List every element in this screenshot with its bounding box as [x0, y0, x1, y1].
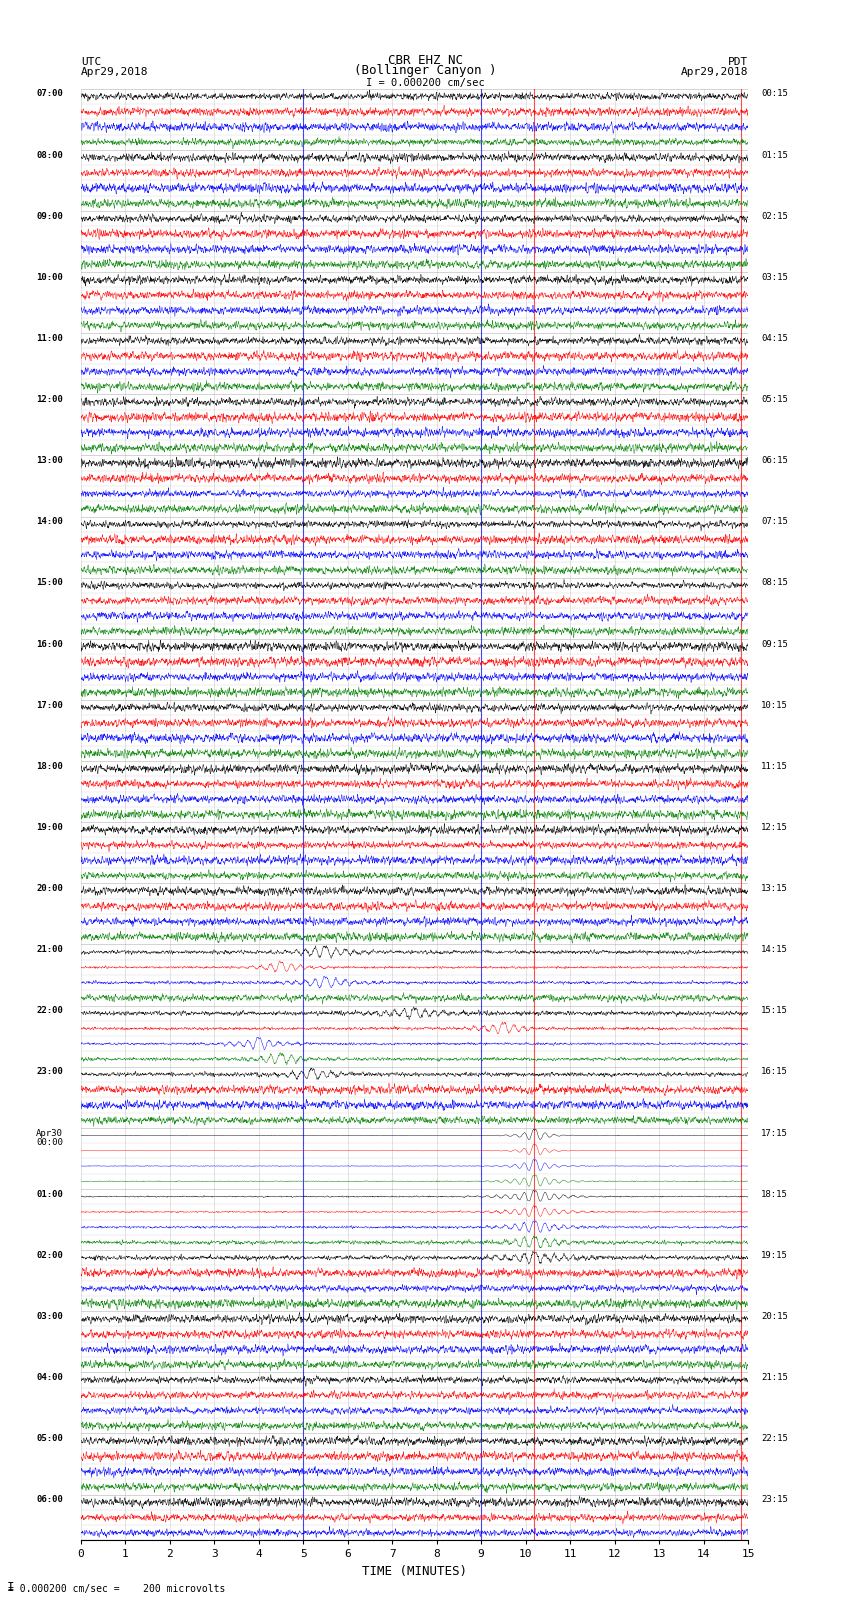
Text: 03:15: 03:15 — [762, 273, 788, 282]
Text: 20:15: 20:15 — [762, 1311, 788, 1321]
Text: 10:15: 10:15 — [762, 700, 788, 710]
Text: 02:15: 02:15 — [762, 211, 788, 221]
Text: 00:15: 00:15 — [762, 89, 788, 98]
Text: 03:00: 03:00 — [36, 1311, 63, 1321]
Text: 04:00: 04:00 — [36, 1373, 63, 1382]
Text: CBR EHZ NC: CBR EHZ NC — [388, 53, 462, 66]
Text: 14:00: 14:00 — [36, 518, 63, 526]
Text: 20:00: 20:00 — [36, 884, 63, 894]
Text: 23:15: 23:15 — [762, 1495, 788, 1505]
Text: Apr29,2018: Apr29,2018 — [681, 68, 748, 77]
Text: 22:15: 22:15 — [762, 1434, 788, 1444]
Text: 16:00: 16:00 — [36, 640, 63, 648]
Text: 13:00: 13:00 — [36, 456, 63, 465]
Text: 08:00: 08:00 — [36, 150, 63, 160]
Text: 08:15: 08:15 — [762, 579, 788, 587]
Text: 15:15: 15:15 — [762, 1007, 788, 1015]
Text: 05:15: 05:15 — [762, 395, 788, 405]
Text: 19:15: 19:15 — [762, 1250, 788, 1260]
Text: 17:15: 17:15 — [762, 1129, 788, 1137]
Text: 04:15: 04:15 — [762, 334, 788, 344]
Text: (Bollinger Canyon ): (Bollinger Canyon ) — [354, 65, 496, 77]
Text: 07:00: 07:00 — [36, 89, 63, 98]
Text: 01:00: 01:00 — [36, 1190, 63, 1198]
Text: 12:00: 12:00 — [36, 395, 63, 405]
Text: = 0.000200 cm/sec =    200 microvolts: = 0.000200 cm/sec = 200 microvolts — [8, 1584, 226, 1594]
Text: UTC: UTC — [81, 56, 101, 66]
Text: 11:15: 11:15 — [762, 761, 788, 771]
Text: 06:15: 06:15 — [762, 456, 788, 465]
Text: 18:15: 18:15 — [762, 1190, 788, 1198]
Text: 19:00: 19:00 — [36, 823, 63, 832]
X-axis label: TIME (MINUTES): TIME (MINUTES) — [362, 1565, 467, 1578]
Text: 14:15: 14:15 — [762, 945, 788, 955]
Text: 22:00: 22:00 — [36, 1007, 63, 1015]
Text: 16:15: 16:15 — [762, 1068, 788, 1076]
Text: 05:00: 05:00 — [36, 1434, 63, 1444]
Text: 09:00: 09:00 — [36, 211, 63, 221]
Text: 21:15: 21:15 — [762, 1373, 788, 1382]
Text: 07:15: 07:15 — [762, 518, 788, 526]
Text: Apr30: Apr30 — [36, 1129, 63, 1137]
Text: 02:00: 02:00 — [36, 1250, 63, 1260]
Text: 23:00: 23:00 — [36, 1068, 63, 1076]
Text: 11:00: 11:00 — [36, 334, 63, 344]
Text: PDT: PDT — [728, 56, 748, 66]
Text: 21:00: 21:00 — [36, 945, 63, 955]
Text: 10:00: 10:00 — [36, 273, 63, 282]
Text: 18:00: 18:00 — [36, 761, 63, 771]
Text: 09:15: 09:15 — [762, 640, 788, 648]
Text: 13:15: 13:15 — [762, 884, 788, 894]
Text: 00:00: 00:00 — [36, 1137, 63, 1147]
Text: Apr29,2018: Apr29,2018 — [81, 68, 148, 77]
Text: 12:15: 12:15 — [762, 823, 788, 832]
Text: 17:00: 17:00 — [36, 700, 63, 710]
Text: I = 0.000200 cm/sec: I = 0.000200 cm/sec — [366, 77, 484, 87]
Text: 01:15: 01:15 — [762, 150, 788, 160]
Text: 06:00: 06:00 — [36, 1495, 63, 1505]
Text: 15:00: 15:00 — [36, 579, 63, 587]
Text: I: I — [7, 1581, 14, 1594]
